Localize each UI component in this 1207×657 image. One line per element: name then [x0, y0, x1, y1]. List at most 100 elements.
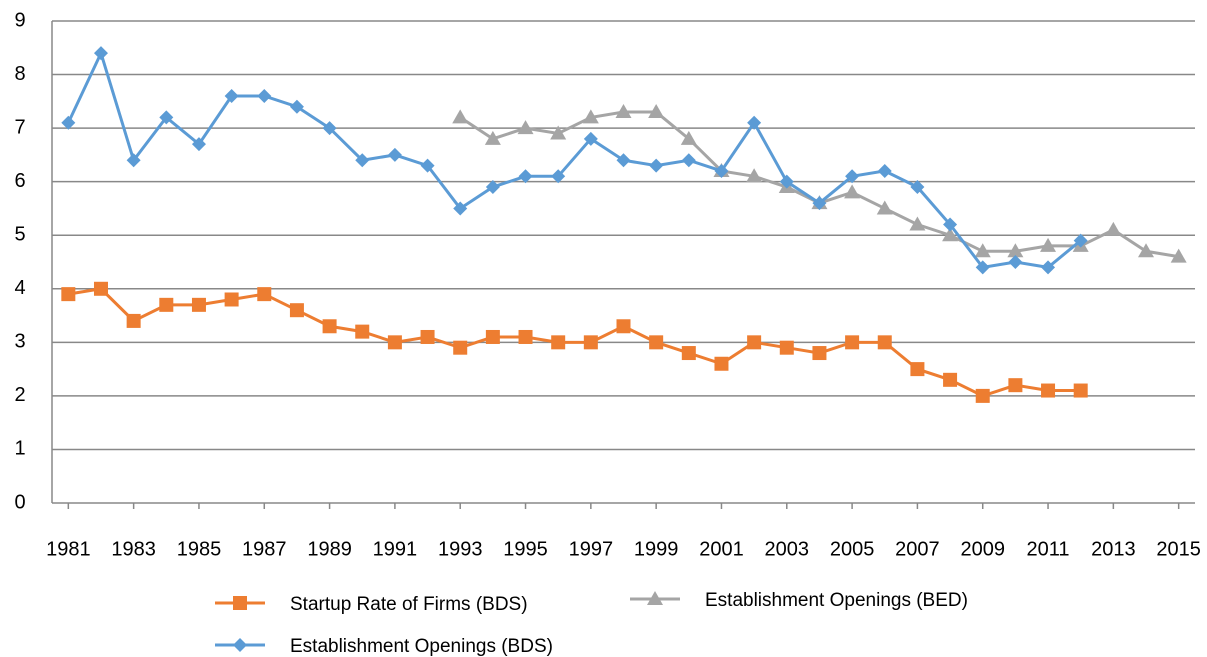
data-point	[746, 168, 763, 183]
data-point	[224, 88, 239, 103]
x-tick-label: 1989	[307, 538, 352, 560]
x-tick-label: 2015	[1156, 538, 1201, 560]
legend-label: Startup Rate of Firms (BDS)	[290, 594, 528, 615]
data-point	[583, 335, 598, 350]
data-point	[355, 153, 370, 168]
data-point	[943, 372, 958, 387]
data-point	[485, 180, 500, 195]
y-tick-label: 5	[14, 224, 25, 246]
data-point	[812, 346, 827, 361]
data-point	[289, 303, 304, 318]
data-point	[779, 174, 794, 189]
data-point	[550, 125, 567, 140]
data-point	[159, 110, 174, 125]
data-point	[322, 121, 337, 136]
data-point	[845, 335, 860, 350]
data-point	[616, 153, 631, 168]
data-point	[681, 153, 696, 168]
data-point	[975, 260, 990, 275]
y-tick-label: 0	[14, 491, 25, 513]
data-point	[322, 319, 337, 334]
data-point	[1073, 383, 1088, 398]
x-tick-label: 1995	[503, 538, 548, 560]
y-tick-label: 2	[14, 384, 25, 406]
x-tick-label: 1991	[373, 538, 418, 560]
legend-label: Establishment Openings (BDS)	[290, 636, 553, 657]
data-point	[1008, 378, 1023, 393]
data-point	[714, 163, 729, 178]
legend-label: Establishment Openings (BED)	[705, 590, 968, 611]
data-point	[61, 115, 76, 130]
y-tick-label: 6	[14, 170, 25, 192]
data-point	[1041, 260, 1056, 275]
data-point	[615, 104, 632, 119]
data-point	[1170, 248, 1187, 263]
x-tick-label: 2003	[765, 538, 810, 560]
legend-marker	[647, 591, 663, 605]
x-tick-label: 1983	[111, 538, 156, 560]
data-point	[649, 335, 664, 350]
data-point	[126, 313, 141, 328]
data-point	[747, 335, 762, 350]
data-point	[812, 196, 827, 211]
data-point	[583, 131, 598, 146]
data-point	[779, 340, 794, 355]
data-point	[943, 217, 958, 232]
data-point	[355, 324, 370, 339]
data-point	[1105, 221, 1122, 236]
data-point	[159, 297, 174, 312]
x-tick-label: 1987	[242, 538, 287, 560]
data-point	[1138, 243, 1155, 258]
data-point	[1040, 237, 1057, 252]
x-tick-label: 2005	[830, 538, 875, 560]
y-tick-label: 3	[14, 331, 25, 353]
data-point	[747, 115, 762, 130]
data-point	[910, 180, 925, 195]
data-point	[61, 287, 76, 302]
data-point	[191, 137, 206, 152]
data-point	[224, 292, 239, 307]
y-tick-label: 7	[14, 116, 25, 138]
data-point	[845, 169, 860, 184]
data-point	[877, 163, 892, 178]
x-tick-label: 2013	[1091, 538, 1136, 560]
data-point	[484, 130, 501, 145]
data-point	[387, 147, 402, 162]
data-point	[942, 227, 959, 242]
data-point	[420, 158, 435, 173]
legend-marker	[233, 638, 247, 652]
data-point	[420, 329, 435, 344]
x-tick-label: 1999	[634, 538, 679, 560]
data-point	[289, 99, 304, 114]
data-point	[975, 388, 990, 403]
data-point	[257, 287, 272, 302]
data-point	[257, 88, 272, 103]
data-point	[1073, 233, 1088, 248]
y-tick-label: 1	[14, 438, 25, 460]
data-point	[93, 281, 108, 296]
data-point	[551, 169, 566, 184]
data-point	[93, 46, 108, 61]
data-point	[126, 153, 141, 168]
data-point	[974, 243, 991, 258]
x-tick-label: 2001	[699, 538, 744, 560]
x-tick-label: 1993	[438, 538, 483, 560]
data-point	[517, 120, 534, 135]
data-point	[452, 109, 469, 124]
x-tick-label: 2011	[1027, 538, 1070, 560]
data-point	[518, 169, 533, 184]
data-point	[616, 319, 631, 334]
data-point	[1041, 383, 1056, 398]
data-point	[453, 201, 468, 216]
data-point	[876, 200, 893, 215]
x-tick-label: 1997	[569, 538, 614, 560]
y-tick-label: 9	[14, 9, 25, 31]
data-point	[648, 104, 665, 119]
data-point	[551, 335, 566, 350]
x-tick-label: 1981	[46, 538, 91, 560]
data-point	[582, 109, 599, 124]
data-point	[485, 329, 500, 344]
data-point	[680, 130, 697, 145]
